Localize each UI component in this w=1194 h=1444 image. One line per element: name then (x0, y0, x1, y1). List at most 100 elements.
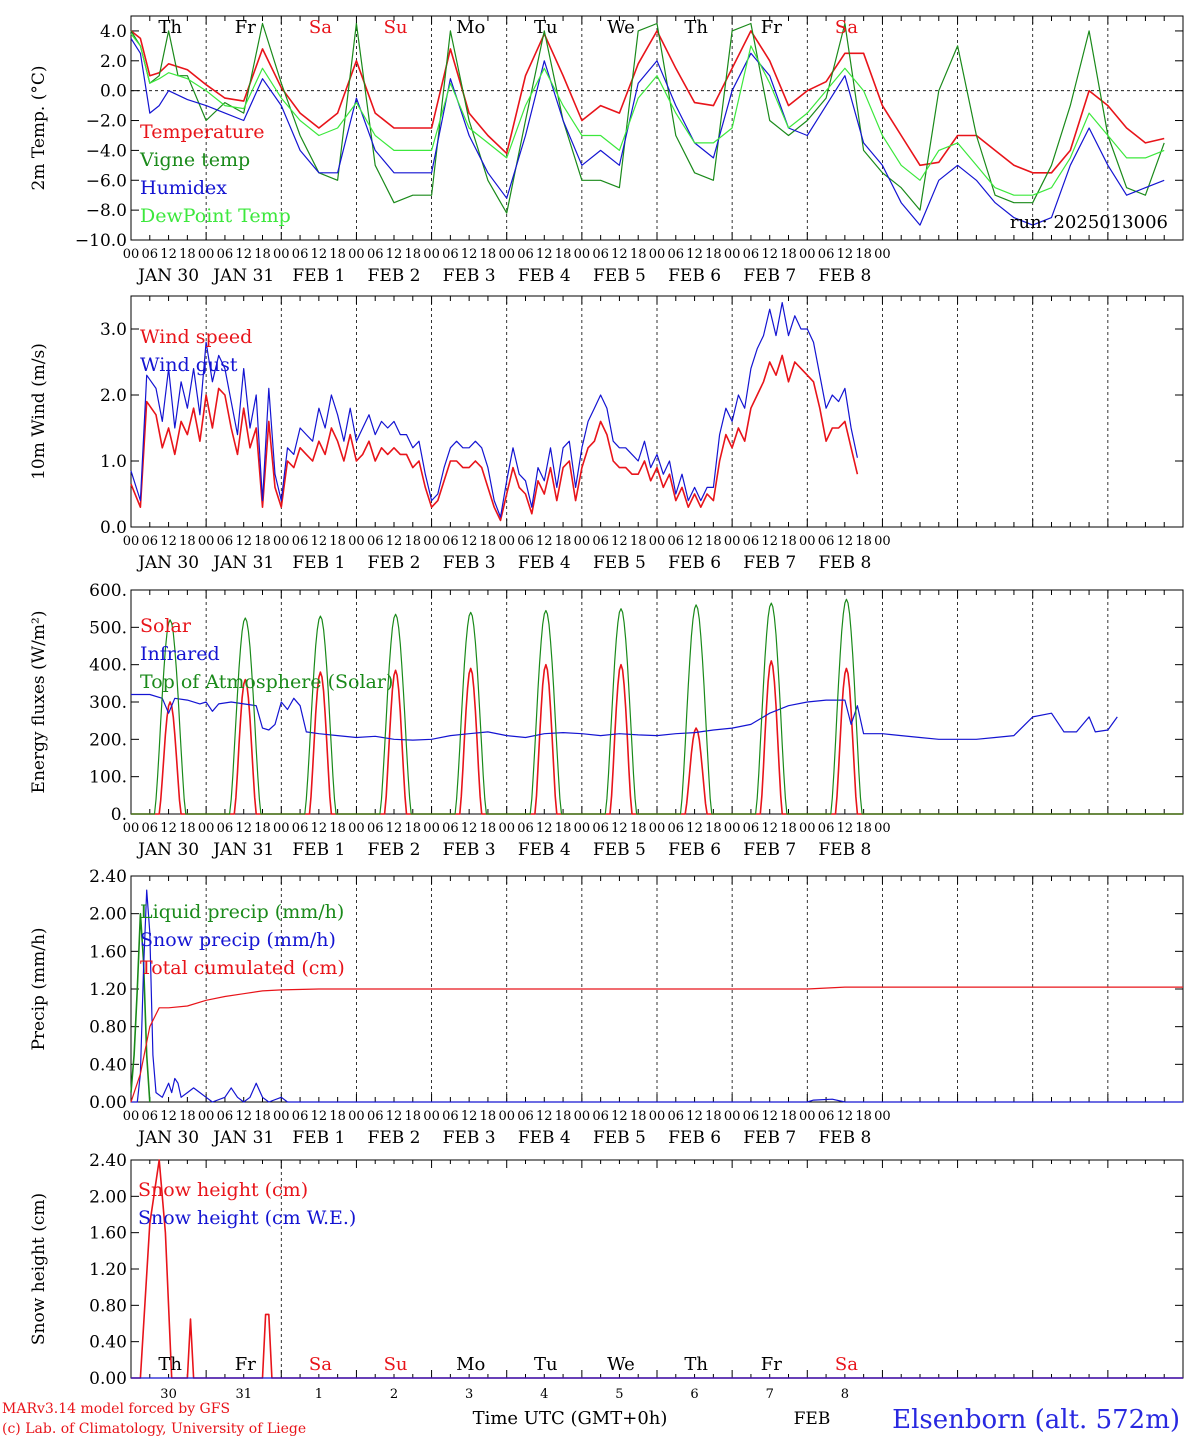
y-tick-label: 0. (111, 805, 127, 825)
x-hour-label: 06 (217, 247, 234, 262)
x-hour-label: 06 (517, 1109, 534, 1124)
x-hour-label: 06 (142, 821, 159, 836)
x-hour-label: 18 (480, 1109, 497, 1124)
legend-entry: DewPoint Temp (140, 205, 291, 227)
x-day-number: 3 (465, 1387, 473, 1402)
x-day-label: FEB 7 (743, 1128, 796, 1148)
x-hour-label: 18 (705, 1109, 722, 1124)
x-hour-label: 12 (686, 1109, 703, 1124)
x-hour-label: 06 (217, 534, 234, 549)
series-line-vigne-temp (130, 22, 1165, 214)
x-hour-label: 12 (686, 247, 703, 262)
x-hour-label: 00 (724, 534, 741, 549)
x-hour-label: 00 (423, 534, 440, 549)
x-hour-label: 06 (367, 247, 384, 262)
x-hour-label: 12 (235, 821, 252, 836)
x-hour-label: 18 (780, 821, 797, 836)
series-line-liquid-precip-mm-h- (130, 912, 151, 1103)
legend-entry: Liquid precip (mm/h) (140, 901, 344, 923)
x-day-label: FEB 4 (518, 840, 571, 860)
x-hour-label: 06 (442, 821, 459, 836)
x-hour-label: 12 (761, 534, 778, 549)
x-hour-label: 12 (611, 534, 628, 549)
weekday-label: Su (384, 17, 408, 38)
x-hour-label: 06 (592, 1109, 609, 1124)
x-hour-label: 00 (123, 247, 140, 262)
weekday-label: Tu (534, 17, 558, 38)
weekday-label: Fr (235, 17, 256, 38)
x-hour-label: 00 (273, 534, 290, 549)
weekday-label: Tu (534, 1354, 558, 1375)
x-hour-label: 18 (780, 534, 797, 549)
legend-entry: Humidex (140, 177, 227, 199)
x-hour-label: 06 (668, 1109, 685, 1124)
x-day-label: FEB 2 (368, 553, 421, 573)
x-hour-label: 06 (442, 1109, 459, 1124)
x-day-label: FEB 5 (593, 840, 646, 860)
x-hour-label: 00 (348, 1109, 365, 1124)
x-hour-label: 06 (142, 534, 159, 549)
x-hour-label: 12 (611, 247, 628, 262)
x-day-label: FEB 3 (443, 1128, 496, 1148)
x-hour-label: 00 (799, 247, 816, 262)
x-day-label: FEB 6 (668, 1128, 721, 1148)
x-hour-label: 12 (160, 1109, 177, 1124)
x-hour-label: 18 (705, 821, 722, 836)
weekday-label: Fr (761, 17, 782, 38)
x-day-label: JAN 30 (136, 266, 199, 286)
x-hour-label: 00 (423, 1109, 440, 1124)
legend-entry: Vigne temp (139, 149, 250, 171)
y-axis-label: Precip (mm/h) (29, 927, 49, 1050)
x-day-number: 1 (315, 1387, 323, 1402)
x-day-number: 7 (766, 1387, 774, 1402)
x-day-number: 8 (841, 1387, 849, 1402)
x-hour-label: 12 (386, 1109, 403, 1124)
x-hour-label: 00 (574, 821, 591, 836)
x-day-label: FEB 2 (368, 266, 421, 286)
x-day-label: FEB 6 (668, 840, 721, 860)
x-hour-label: 06 (592, 247, 609, 262)
x-hour-label: 18 (329, 1109, 346, 1124)
x-day-label: FEB 3 (443, 840, 496, 860)
x-hour-label: 18 (855, 821, 872, 836)
series-line-wind-gust (130, 302, 858, 518)
x-hour-label: 06 (517, 247, 534, 262)
x-hour-label: 00 (273, 1109, 290, 1124)
weekday-label: Th (158, 17, 182, 38)
x-hour-label: 00 (348, 247, 365, 262)
y-tick-label: 1.60 (89, 942, 127, 962)
x-hour-label: 12 (761, 821, 778, 836)
x-hour-label: 00 (498, 1109, 515, 1124)
x-hour-label: 12 (311, 1109, 328, 1124)
x-day-label: FEB 8 (818, 840, 871, 860)
x-hour-label: 12 (386, 534, 403, 549)
y-tick-label: 1.20 (89, 1260, 127, 1280)
weekday-label: Sa (309, 17, 332, 38)
x-day-label: FEB 7 (743, 553, 796, 573)
x-hour-label: 12 (686, 534, 703, 549)
x-hour-label: 00 (198, 534, 215, 549)
x-day-label: FEB 7 (743, 266, 796, 286)
legend-entry: Temperature (140, 121, 264, 143)
x-hour-label: 00 (649, 1109, 666, 1124)
x-day-label: FEB 1 (292, 1128, 345, 1148)
x-hour-label: 12 (611, 821, 628, 836)
weekday-label: Th (684, 1354, 708, 1375)
y-tick-label: −8.0 (86, 201, 127, 221)
x-day-label: JAN 30 (136, 840, 199, 860)
series-line-humidex (130, 38, 1165, 226)
x-day-number: 6 (690, 1387, 698, 1402)
y-tick-label: 2.00 (89, 905, 127, 925)
x-day-label: FEB 5 (593, 553, 646, 573)
x-hour-label: 00 (498, 534, 515, 549)
y-tick-label: 1.20 (89, 980, 127, 1000)
x-hour-label: 06 (668, 247, 685, 262)
y-tick-label: 1.60 (89, 1224, 127, 1244)
x-day-label: FEB 8 (818, 1128, 871, 1148)
x-hour-label: 00 (574, 1109, 591, 1124)
x-day-number: 2 (390, 1387, 398, 1402)
station-label: Elsenborn (alt. 572m) (892, 1405, 1180, 1435)
x-hour-label: 18 (179, 821, 196, 836)
series-line-total-cumulated-cm- (130, 986, 1183, 1103)
